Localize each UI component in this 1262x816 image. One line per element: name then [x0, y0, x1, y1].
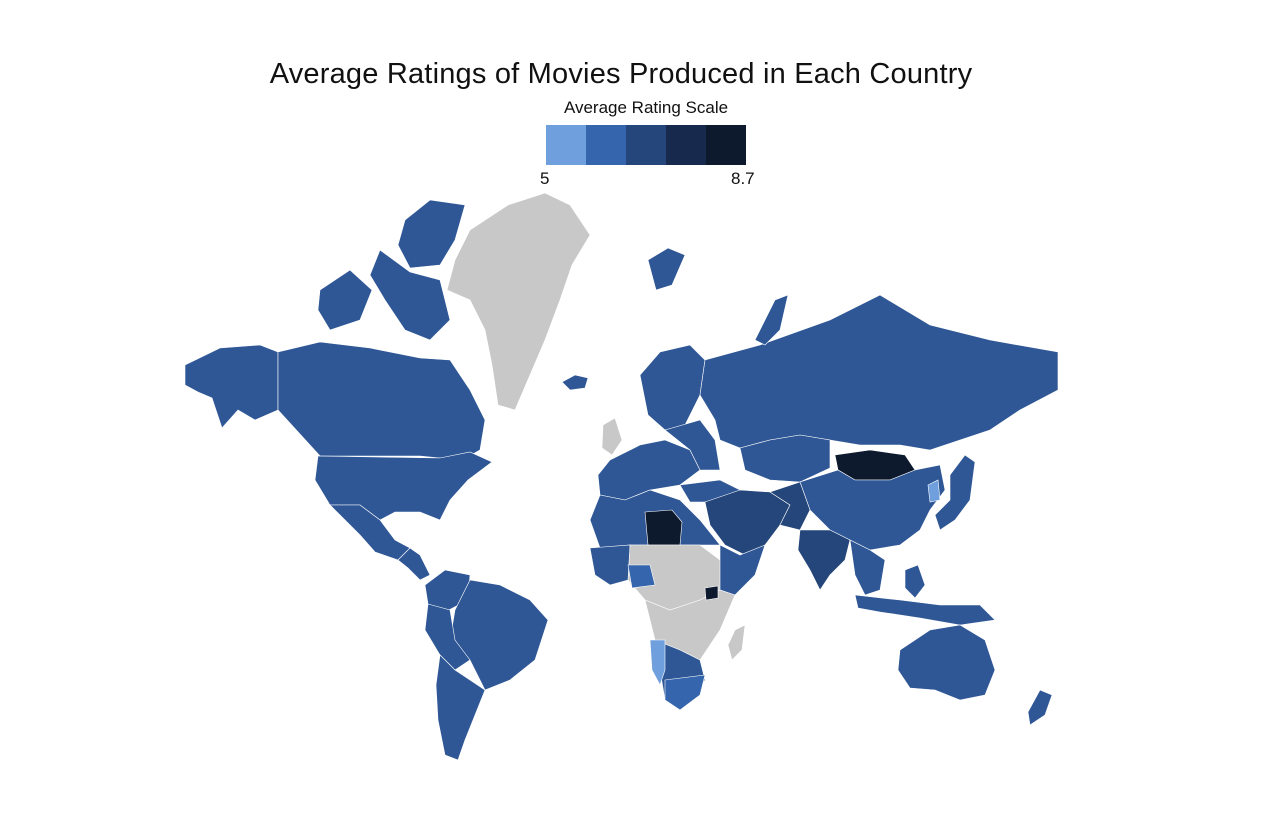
region-uk[interactable]	[601, 417, 623, 456]
legend-title: Average Rating Scale	[563, 98, 729, 117]
region-japan[interactable]	[934, 454, 976, 531]
region-central-africa-nodata[interactable]	[644, 589, 736, 661]
region-arctic-islands[interactable]	[397, 199, 466, 269]
region-korea[interactable]	[927, 479, 941, 503]
region-brazil[interactable]	[449, 579, 549, 691]
region-australia[interactable]	[897, 624, 996, 701]
region-argentina-chile[interactable]	[435, 654, 486, 761]
region-middle-east[interactable]	[704, 489, 791, 556]
region-iceland[interactable]	[561, 374, 589, 391]
legend-swatch-1	[546, 125, 586, 165]
region-alaska[interactable]	[184, 344, 279, 429]
region-arctic-west[interactable]	[317, 269, 373, 331]
region-kazakhstan[interactable]	[739, 434, 831, 483]
legend-swatch-5	[706, 125, 746, 165]
region-nigeria[interactable]	[627, 564, 656, 589]
region-libya[interactable]	[644, 509, 683, 546]
region-mexico[interactable]	[329, 504, 411, 561]
legend-swatch-3	[626, 125, 666, 165]
region-uganda[interactable]	[704, 585, 719, 601]
region-russia[interactable]	[699, 294, 1059, 451]
region-canada[interactable]	[277, 341, 486, 461]
region-philippines[interactable]	[904, 564, 926, 599]
legend-swatch-4	[666, 125, 706, 165]
region-greenland[interactable]	[446, 192, 591, 411]
region-eastern-europe[interactable]	[664, 419, 721, 471]
legend-min-label: 5	[540, 169, 550, 188]
region-baffin[interactable]	[369, 249, 451, 341]
region-india[interactable]	[797, 529, 851, 591]
region-madagascar[interactable]	[727, 624, 746, 661]
region-south-africa[interactable]	[664, 674, 706, 711]
region-new-zealand[interactable]	[1027, 689, 1053, 726]
region-indonesia[interactable]	[854, 594, 996, 626]
region-scandinavia[interactable]	[639, 344, 706, 431]
region-svalbard[interactable]	[647, 247, 686, 291]
legend-swatch-2	[586, 125, 626, 165]
region-southeast-asia[interactable]	[849, 539, 886, 596]
legend-max-label: 8.7	[731, 169, 755, 188]
chart-title: Average Ratings of Movies Produced in Ea…	[269, 58, 973, 90]
region-central-america[interactable]	[397, 547, 431, 581]
color-scale-legend	[546, 125, 746, 165]
region-west-africa[interactable]	[589, 544, 631, 586]
region-novaya-zemlya[interactable]	[754, 294, 789, 346]
region-namibia[interactable]	[649, 639, 666, 686]
region-peru-bolivia[interactable]	[424, 603, 471, 671]
world-choropleth-map	[184, 192, 1059, 761]
